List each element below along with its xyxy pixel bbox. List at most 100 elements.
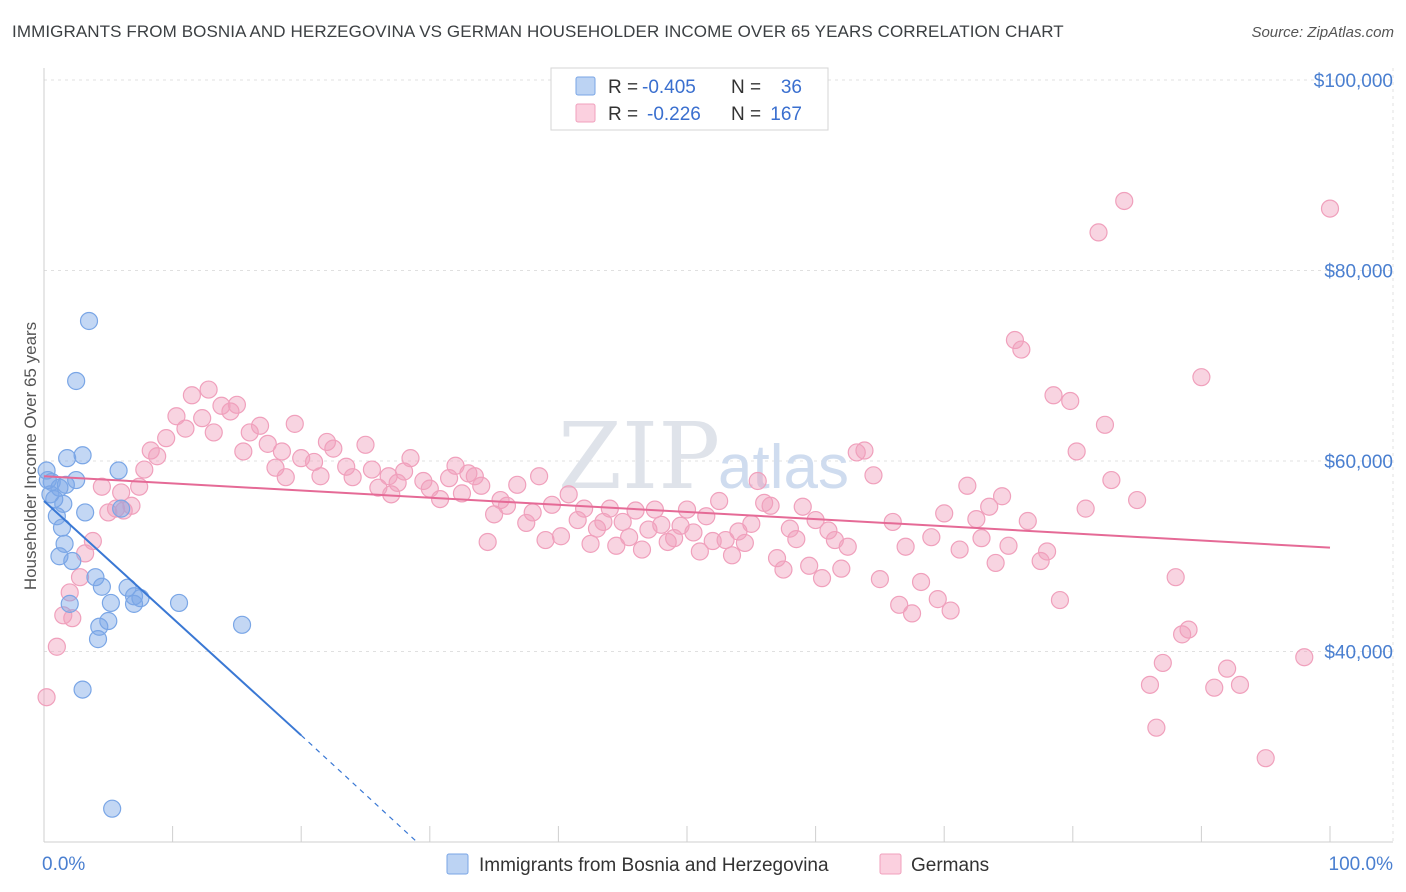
germans-point-135 (1031, 551, 1050, 571)
germans-point-153 (1192, 368, 1211, 387)
germans-point-76 (620, 528, 639, 547)
bosnia-trend-extension (300, 734, 418, 843)
bosnia-point-30 (37, 461, 56, 480)
germans-point-149 (1153, 653, 1172, 673)
germans-point-121 (928, 590, 947, 609)
germans-point-15 (148, 447, 167, 466)
germans-point-123 (941, 601, 960, 620)
bosnia-point-8 (56, 475, 75, 494)
legend-r-value-2: -0.226 (647, 104, 701, 125)
x-tick-label-1: 100.0% (1329, 854, 1394, 875)
germans-point-148 (1147, 718, 1166, 737)
germans-point-161 (114, 501, 133, 520)
germans-point-129 (986, 553, 1005, 573)
chart-source: Source: ZipAtlas.com (1251, 24, 1394, 41)
germans-point-133 (1012, 340, 1031, 359)
germans-point-152 (1179, 620, 1198, 639)
germans-point-24 (221, 402, 240, 421)
germans-point-10 (112, 483, 131, 502)
germans-point-155 (1218, 659, 1237, 678)
germans-point-116 (890, 595, 909, 614)
germans-point-18 (176, 419, 195, 438)
legend-n-label-1: N = (731, 77, 761, 98)
germans-point-60 (508, 475, 527, 494)
germans-point-44 (388, 473, 407, 493)
germans-point-104 (800, 556, 819, 575)
germans-point-144 (1102, 470, 1121, 490)
germans-point-13 (135, 460, 154, 479)
germans-point-52 (452, 484, 472, 503)
bosnia-points (37, 311, 252, 818)
germans-point-20 (193, 409, 212, 428)
bosnia-point-25 (90, 617, 109, 636)
y-tick-label-0: $40,000 (1324, 643, 1393, 664)
legend-r-label-2: R = (608, 104, 638, 125)
y-tick-label-2: $80,000 (1324, 262, 1393, 283)
germans-point-69 (575, 499, 594, 518)
germans-point-6 (83, 531, 102, 551)
legend-swatch-bosnia (575, 76, 596, 96)
germans-point-89 (703, 531, 722, 551)
germans-point-106 (812, 569, 832, 588)
germans-point-78 (632, 540, 652, 559)
germans-point-47 (414, 471, 433, 491)
germans-point-154 (1205, 678, 1224, 697)
germans-point-19 (182, 386, 201, 405)
bottom-legend-germans: Germans (911, 855, 989, 876)
germans-point-28 (250, 416, 270, 435)
germans-point-0 (37, 688, 56, 707)
germans-point-131 (999, 536, 1018, 555)
bosnia-point-33 (103, 799, 122, 818)
germans-point-94 (735, 533, 754, 553)
legend-n-value-2: 167 (770, 104, 802, 125)
germans-point-62 (523, 503, 542, 522)
germans-point-134 (1018, 511, 1037, 531)
germans-point-74 (607, 536, 626, 555)
bottom-legend-swatch-bosnia (446, 853, 469, 875)
bosnia-point-32 (124, 587, 144, 606)
germans-point-67 (559, 485, 578, 504)
germans-point-122 (935, 504, 954, 523)
bosnia-point-29 (55, 534, 74, 553)
y-tick-label-1: $60,000 (1324, 452, 1393, 473)
germans-point-81 (652, 515, 671, 534)
germans-point-92 (722, 546, 742, 565)
germans-point-158 (1295, 648, 1314, 667)
germans-point-142 (1089, 223, 1108, 242)
germans-point-98 (761, 496, 780, 515)
legend-r-value-1: -0.405 (642, 77, 696, 98)
bosnia-point-28 (60, 594, 79, 613)
x-tick-label-0: 0.0% (42, 854, 85, 875)
germans-point-27 (240, 423, 259, 442)
germans-point-70 (581, 534, 600, 553)
watermark-atlas: atlas (718, 433, 849, 502)
germans-point-29 (258, 434, 277, 453)
bosnia-point-11 (63, 551, 82, 571)
trend-lines (43, 475, 1331, 843)
germans-point-139 (1061, 391, 1080, 411)
germans-point-36 (317, 432, 337, 452)
germans-point-68 (568, 510, 587, 530)
germans-point-87 (690, 542, 709, 561)
germans-point-113 (864, 466, 883, 485)
germans-point-141 (1076, 499, 1095, 518)
germans-point-157 (1256, 749, 1275, 768)
bosnia-trend-line (43, 500, 302, 737)
germans-point-35 (311, 467, 330, 486)
germans-point-125 (958, 476, 977, 495)
germans-point-56 (478, 532, 497, 552)
germans-point-128 (980, 497, 999, 516)
germans-trend-line (43, 475, 1331, 549)
germans-point-102 (787, 530, 806, 549)
bosnia-point-12 (76, 503, 95, 522)
germans-point-96 (748, 471, 767, 491)
germans-point-31 (276, 468, 295, 487)
germans-point-118 (902, 604, 922, 623)
bottom-legend-bosnia: Immigrants from Bosnia and Herzegovina (479, 855, 829, 876)
germans-point-117 (896, 537, 915, 556)
germans-point-63 (530, 467, 549, 486)
germans-point-114 (870, 570, 890, 589)
germans-point-124 (950, 540, 969, 559)
germans-point-130 (992, 487, 1012, 506)
germans-point-146 (1127, 490, 1147, 510)
